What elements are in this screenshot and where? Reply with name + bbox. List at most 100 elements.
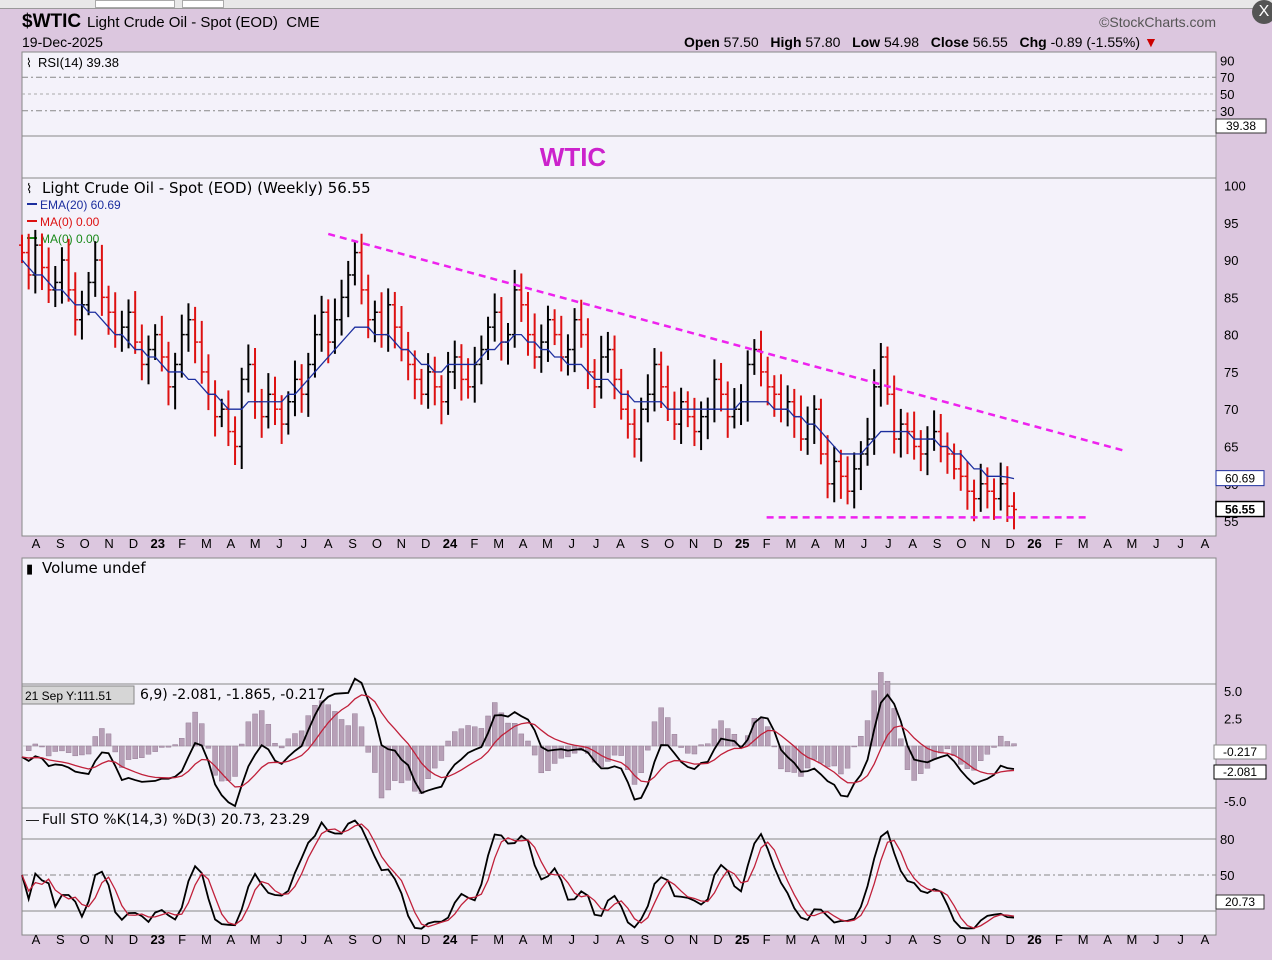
- macd-tick: 2.5: [1224, 712, 1242, 727]
- x-axis-label: O: [956, 536, 966, 551]
- macd-histogram-bar: [278, 745, 285, 749]
- macd-histogram-bar: [638, 745, 644, 773]
- x-axis-label: M: [250, 932, 261, 947]
- chart-annotation: WTIC: [540, 142, 607, 172]
- x-axis-label: A: [519, 536, 528, 551]
- annotation-panel: [21, 135, 1217, 179]
- macd-histogram-bar: [924, 745, 931, 769]
- tooltip-box: [21, 685, 135, 705]
- x-axis-label: S: [56, 536, 65, 551]
- x-axis-label: J: [885, 932, 892, 947]
- x-axis-label: A: [226, 932, 235, 947]
- macd-histogram-bar: [165, 745, 172, 748]
- macd-label: 6,9) -2.081, -1.865, -0.217: [140, 687, 325, 703]
- x-axis-label: A: [324, 536, 333, 551]
- macd-histogram-bar: [59, 745, 65, 752]
- x-axis-label: M: [493, 932, 504, 947]
- macd-histogram-bar: [1004, 741, 1011, 747]
- macd-histogram-bar: [179, 738, 185, 747]
- macd-histogram-bar: [272, 743, 278, 747]
- macd-histogram-bar: [258, 710, 265, 747]
- x-axis-label: M: [1078, 536, 1089, 551]
- x-axis-label: J: [593, 932, 600, 947]
- macd-line: [21, 677, 1015, 808]
- macd-histogram-bar: [625, 745, 631, 770]
- macd-histogram-bar: [105, 733, 112, 747]
- macd-tick: -5.0: [1224, 794, 1246, 809]
- macd-histogram-bar: [971, 745, 977, 771]
- macd-histogram-bar: [285, 738, 292, 747]
- x-axis-label: 23: [151, 536, 165, 551]
- macd-histogram-bar: [225, 745, 232, 781]
- macd-histogram-bar: [205, 745, 212, 749]
- macd-histogram-bar: [898, 738, 904, 747]
- price-tick: 70: [1224, 402, 1238, 417]
- x-axis-label: A: [908, 932, 917, 947]
- x-axis-label: F: [763, 536, 771, 551]
- sto-k-line: [21, 819, 1015, 930]
- close-icon[interactable]: X: [1252, 0, 1272, 24]
- x-axis-label: F: [470, 932, 478, 947]
- x-axis-label: 25: [735, 932, 749, 947]
- close-tag-box: [1215, 500, 1265, 518]
- x-axis-label: D: [421, 536, 430, 551]
- macd-histogram-bar: [245, 721, 252, 747]
- volume-panel: [21, 557, 1217, 685]
- x-axis-label: A: [616, 536, 625, 551]
- ema-tag: 60.69: [1225, 472, 1255, 486]
- macd-histogram-bar: [791, 745, 797, 773]
- x-axis-label: D: [713, 932, 722, 947]
- x-axis-label: A: [324, 932, 333, 947]
- macd-histogram-bar: [978, 745, 984, 761]
- chart-date: 19-Dec-2025: [22, 34, 103, 50]
- macd-histogram-bar: [212, 745, 218, 776]
- x-axis-label: F: [763, 932, 771, 947]
- x-axis-label: M: [1127, 536, 1138, 551]
- x-axis-label: N: [397, 536, 406, 551]
- macd-histogram-bar: [352, 713, 358, 747]
- x-axis-label: 26: [1027, 932, 1041, 947]
- sto-label: Full STO %K(14,3) %D(3) 20.73, 23.29: [42, 812, 310, 828]
- x-axis-label: D: [1005, 932, 1014, 947]
- x-axis-label: J: [861, 932, 868, 947]
- macd-histogram-bar: [159, 745, 165, 748]
- x-axis-label: J: [1177, 932, 1184, 947]
- macd-histogram-bar: [232, 745, 238, 777]
- x-axis-label: D: [1005, 536, 1014, 551]
- macd-histogram-bar: [718, 720, 724, 747]
- sto-d-line: [21, 823, 1015, 929]
- x-axis-label: J: [1153, 932, 1160, 947]
- macd-histogram-bar: [312, 705, 318, 747]
- x-axis-label: M: [542, 932, 553, 947]
- x-axis-label: N: [689, 932, 698, 947]
- macd-histogram-bar: [458, 728, 465, 747]
- macd-histogram-bar: [944, 745, 951, 750]
- macd-histogram-bar: [85, 745, 92, 755]
- macd-histogram-bar: [678, 745, 684, 748]
- macd-tag1: -0.217: [1223, 745, 1257, 759]
- x-axis-label: J: [569, 932, 576, 947]
- tab-pin[interactable]: [182, 0, 224, 8]
- macd-histogram-bar: [984, 745, 991, 755]
- source-credit[interactable]: ©StockCharts.com: [1099, 14, 1216, 30]
- tab-tools[interactable]: [95, 0, 175, 8]
- macd-histogram-bar: [778, 745, 784, 770]
- macd-histogram-bar: [385, 745, 391, 791]
- macd-tag2-box: [1213, 764, 1267, 780]
- rsi-tick: 30: [1220, 104, 1234, 119]
- x-axis-label: J: [569, 536, 576, 551]
- browser-top-strip: [0, 0, 1272, 9]
- x-axis-label: M: [834, 932, 845, 947]
- x-axis-label: D: [129, 536, 138, 551]
- macd-histogram-bar: [958, 745, 964, 765]
- macd-histogram-bar: [838, 745, 844, 775]
- rsi-chart-icon: ⌇: [26, 56, 32, 70]
- macd-histogram-bar: [798, 745, 804, 777]
- macd-histogram-bar: [764, 726, 771, 747]
- macd-histogram-bar: [658, 707, 664, 747]
- macd-histogram-bar: [432, 745, 438, 769]
- x-axis-label: J: [1153, 536, 1160, 551]
- macd-histogram-bar: [931, 745, 937, 760]
- price-panel-title: Light Crude Oil - Spot (EOD) (Weekly) 56…: [42, 179, 371, 197]
